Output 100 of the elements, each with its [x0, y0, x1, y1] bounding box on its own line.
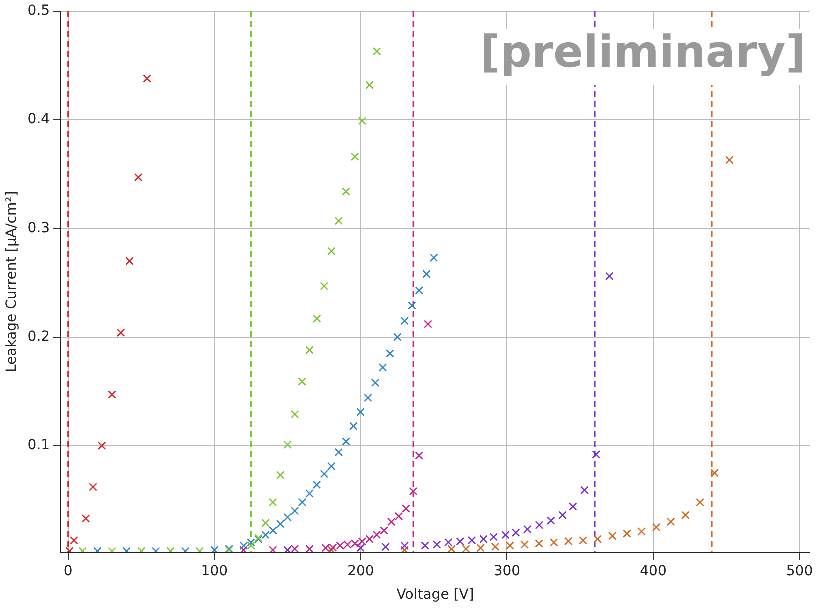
point [210, 546, 219, 552]
point [350, 540, 360, 548]
point [652, 523, 661, 532]
point [284, 513, 292, 522]
point [322, 544, 330, 552]
point [284, 440, 292, 450]
point [592, 450, 601, 459]
annotation: [preliminary] [480, 26, 806, 78]
point [568, 502, 578, 511]
point [456, 537, 465, 546]
point [268, 526, 278, 535]
x-tick-label: 100 [201, 563, 228, 580]
point [622, 530, 632, 538]
point [298, 498, 307, 507]
point [415, 452, 424, 460]
point [336, 542, 345, 550]
point [380, 526, 389, 535]
point [524, 525, 532, 534]
point [696, 498, 704, 507]
point [476, 544, 486, 552]
point [240, 546, 248, 552]
point [681, 511, 690, 520]
point [342, 437, 350, 446]
point [408, 302, 416, 310]
point [386, 349, 394, 358]
y-tick-label: 0.5 [28, 3, 50, 20]
point [402, 504, 410, 514]
point [594, 535, 602, 544]
point [327, 546, 336, 552]
point [364, 394, 372, 402]
point [400, 542, 409, 550]
point [89, 483, 98, 492]
point [342, 188, 350, 196]
point [312, 314, 322, 324]
point [320, 470, 329, 478]
x-tick-label: 0 [64, 563, 73, 580]
point [276, 471, 285, 480]
point [262, 530, 270, 540]
point [409, 487, 418, 496]
point [350, 152, 360, 162]
point [116, 328, 126, 338]
point [535, 540, 544, 548]
point [638, 528, 646, 536]
point [290, 506, 300, 516]
point [358, 116, 367, 126]
point [502, 530, 510, 540]
point [320, 282, 329, 290]
point [579, 536, 588, 545]
point [382, 542, 390, 552]
point [108, 390, 116, 400]
point [372, 530, 382, 540]
point [327, 247, 336, 256]
point [247, 542, 256, 550]
y-tick-label: 0.2 [28, 328, 50, 345]
point [462, 544, 470, 552]
point [432, 540, 442, 549]
point [98, 442, 106, 450]
point [725, 156, 734, 164]
point [240, 542, 248, 550]
y-axis-title: Leakage Current [µA/cm²] [4, 191, 20, 373]
point [366, 81, 374, 90]
point [268, 498, 278, 507]
point [298, 378, 307, 386]
point [306, 544, 314, 552]
point [490, 533, 498, 542]
x-tick-label: 300 [494, 563, 521, 580]
point [334, 448, 344, 457]
y-tick-label: 0.3 [28, 220, 50, 236]
point [328, 544, 338, 552]
point [143, 74, 152, 83]
point [430, 254, 438, 262]
point [372, 47, 382, 56]
point [468, 536, 476, 545]
point [312, 480, 322, 490]
point [327, 462, 336, 471]
y-tick-label: 0.4 [28, 112, 50, 128]
point [480, 535, 488, 544]
point [710, 468, 720, 478]
point [247, 538, 256, 547]
point [349, 422, 358, 431]
point [344, 540, 352, 549]
point [276, 520, 285, 528]
point [306, 346, 314, 355]
x-tick-label: 500 [786, 563, 814, 580]
y-tick-label: 0.1 [28, 438, 50, 454]
point [371, 378, 380, 388]
point [512, 528, 520, 538]
point [491, 542, 500, 552]
point [546, 516, 556, 526]
point [400, 546, 409, 552]
point [447, 544, 456, 552]
point [422, 270, 431, 278]
point [564, 537, 573, 546]
point [415, 286, 424, 295]
point [506, 542, 514, 550]
point [535, 521, 544, 530]
point [605, 272, 614, 281]
point [366, 535, 374, 544]
x-tick-label: 400 [640, 563, 667, 580]
point [666, 518, 676, 526]
